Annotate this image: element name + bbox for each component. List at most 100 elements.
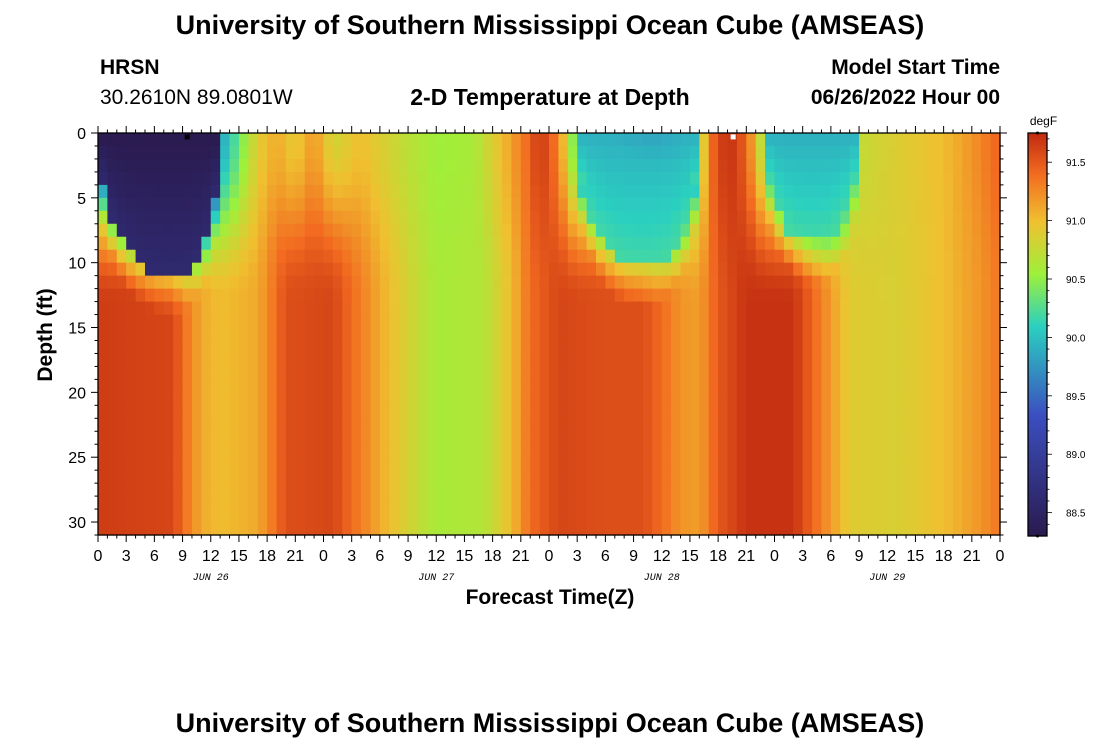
heatmap-cell — [652, 262, 663, 277]
heatmap-cell — [859, 184, 870, 199]
heatmap-cell — [323, 223, 334, 238]
heatmap-cell — [708, 522, 719, 536]
heatmap-cell — [98, 444, 108, 458]
heatmap-cell — [314, 470, 325, 484]
heatmap-cell — [906, 470, 917, 484]
heatmap-cell — [595, 327, 606, 342]
heatmap-cell — [934, 210, 945, 225]
heatmap-cell — [210, 327, 221, 342]
heatmap-cell — [417, 262, 428, 277]
heatmap-cell — [285, 405, 296, 419]
heatmap-cell — [868, 288, 879, 303]
heatmap-cell — [549, 262, 559, 277]
heatmap-cell — [887, 366, 898, 380]
heatmap-cell — [567, 288, 578, 303]
heatmap-cell — [163, 327, 174, 342]
heatmap-cell — [943, 457, 954, 471]
heatmap-cell — [483, 418, 494, 432]
heatmap-cell — [605, 496, 616, 510]
heatmap-cell — [426, 392, 437, 406]
marker-point — [730, 134, 736, 140]
heatmap-cell — [342, 431, 353, 445]
heatmap-cell — [924, 249, 935, 264]
heatmap-cell — [652, 314, 663, 329]
heatmap-cell — [793, 262, 804, 277]
heatmap-cell — [191, 457, 202, 471]
heatmap-cell — [201, 366, 212, 380]
heatmap-cell — [473, 184, 484, 199]
heatmap-cell — [267, 249, 278, 264]
heatmap-cell — [455, 366, 466, 380]
heatmap-cell — [295, 418, 306, 432]
heatmap-cell — [539, 470, 550, 484]
heatmap-cell — [473, 314, 484, 329]
heatmap-cell — [116, 236, 127, 251]
heatmap-cell — [473, 431, 484, 445]
heatmap-cell — [990, 145, 1001, 160]
heatmap-cell — [859, 340, 870, 355]
heatmap-cell — [614, 249, 625, 264]
heatmap-cell — [859, 249, 870, 264]
heatmap-cell — [595, 522, 606, 536]
heatmap-cell — [708, 470, 719, 484]
heatmap-cell — [285, 366, 296, 380]
heatmap-cell — [577, 314, 588, 329]
heatmap-cell — [661, 353, 672, 368]
heatmap-cell — [455, 392, 466, 406]
heatmap-cell — [840, 223, 851, 238]
heatmap-cell — [332, 457, 343, 471]
heatmap-cell — [746, 353, 757, 368]
heatmap-cell — [755, 236, 766, 251]
heatmap-cell — [408, 314, 419, 329]
heatmap-cell — [586, 197, 597, 212]
heatmap-cell — [201, 470, 212, 484]
heatmap-cell — [783, 158, 794, 173]
heatmap-cell — [464, 314, 475, 329]
heatmap-cell — [736, 418, 747, 432]
heatmap-cell — [605, 301, 616, 316]
heatmap-cell — [126, 197, 137, 212]
heatmap-cell — [971, 431, 982, 445]
heatmap-cell — [877, 457, 888, 471]
heatmap-cell — [567, 171, 578, 186]
heatmap-cell — [708, 392, 719, 406]
heatmap-cell — [436, 133, 447, 147]
heatmap-cell — [915, 223, 926, 238]
heatmap-cell — [267, 379, 278, 393]
heatmap-cell — [718, 470, 729, 484]
heatmap-cell — [398, 314, 409, 329]
heatmap-cell — [614, 275, 625, 290]
heatmap-cell — [943, 262, 954, 277]
heatmap-cell — [342, 145, 353, 160]
heatmap-cell — [896, 145, 907, 160]
heatmap-cell — [774, 509, 785, 523]
heatmap-cell — [859, 457, 870, 471]
heatmap-cell — [633, 353, 644, 368]
heatmap-cell — [455, 509, 466, 523]
heatmap-cell — [238, 158, 249, 173]
heatmap-cell — [830, 496, 841, 510]
heatmap-cell — [361, 366, 372, 380]
heatmap-cell — [379, 236, 390, 251]
heatmap-cell — [511, 444, 522, 458]
heatmap-cell — [953, 145, 964, 160]
heatmap-cell — [915, 249, 926, 264]
heatmap-cell — [924, 197, 935, 212]
heatmap-cell — [210, 223, 221, 238]
heatmap-cell — [549, 496, 559, 510]
heatmap-cell — [107, 496, 118, 510]
heatmap-cell — [981, 418, 992, 432]
heatmap-cell — [144, 366, 155, 380]
heatmap-cell — [924, 171, 935, 186]
heatmap-cell — [304, 522, 315, 536]
heatmap-cell — [671, 366, 682, 380]
heatmap-cell — [821, 197, 832, 212]
heatmap-cell — [229, 444, 240, 458]
heatmap-cell — [332, 418, 343, 432]
heatmap-cell — [915, 262, 926, 277]
heatmap-cell — [708, 249, 719, 264]
heatmap-cell — [990, 392, 1001, 406]
heatmap-cell — [924, 314, 935, 329]
heatmap-cell — [144, 236, 155, 251]
heatmap-cell — [727, 496, 738, 510]
